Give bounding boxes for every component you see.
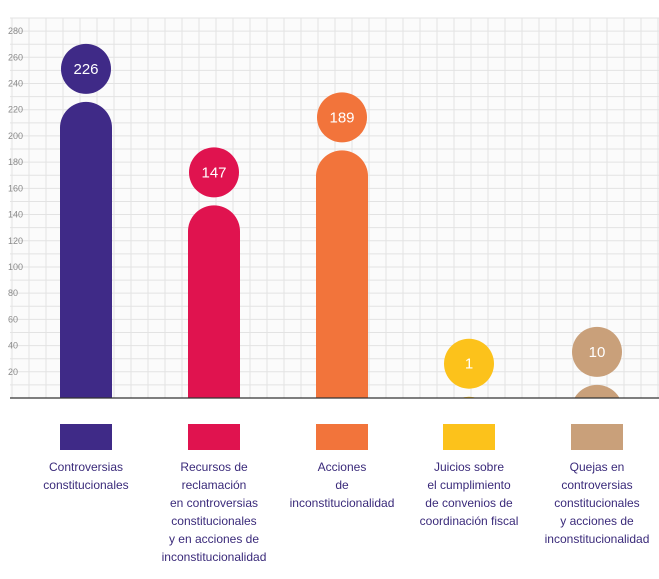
value-bubble: [572, 326, 622, 377]
data-label: 226: [73, 61, 98, 78]
legend-item-quejas: Quejas en controversias constitucionales…: [537, 424, 657, 548]
y-tick-label: 180: [8, 157, 23, 167]
legend-label: Recursos de reclamación en controversias…: [161, 460, 267, 564]
data-label: 147: [201, 164, 226, 181]
y-tick-label: 80: [8, 288, 18, 298]
legend-label: Quejas en controversias constitucionales…: [544, 460, 650, 546]
bar: [188, 205, 240, 398]
data-label: 189: [329, 109, 354, 126]
legend-swatch: [188, 424, 240, 450]
y-tick-label: 120: [8, 236, 23, 246]
bar: [574, 384, 620, 398]
legend-swatch: [60, 424, 112, 450]
legend-swatch: [571, 424, 623, 450]
data-label: 10: [589, 344, 606, 361]
bar: [460, 396, 478, 398]
y-tick-label: 240: [8, 79, 23, 89]
legend-swatch: [316, 424, 368, 450]
y-axis-ticks: 20 40 60 80 100 120 140 160 180 200 220 240 260 280: [8, 26, 23, 377]
y-tick-label: 140: [8, 210, 23, 220]
bar: [60, 101, 112, 398]
bars: 226 147 189 1 10: [60, 43, 622, 398]
y-tick-label: 200: [8, 131, 23, 141]
bar: [316, 150, 368, 398]
y-tick-label: 280: [8, 26, 23, 36]
value-bubble: [189, 147, 239, 198]
legend-item-controversias: Controversias constitucionales: [26, 424, 146, 494]
legend-swatch: [443, 424, 495, 450]
legend-item-juicios: Juicios sobre el cumplimiento de conveni…: [409, 424, 529, 530]
value-bubble: [444, 338, 494, 389]
value-bubble: [317, 92, 367, 143]
y-tick-label: 40: [8, 341, 18, 351]
y-tick-label: 100: [8, 262, 23, 272]
y-tick-label: 260: [8, 52, 23, 62]
legend-item-acciones: Acciones de inconstitucionalidad: [282, 424, 402, 512]
data-label: 1: [465, 356, 473, 373]
y-tick-label: 20: [8, 367, 18, 377]
y-tick-label: 60: [8, 314, 18, 324]
y-tick-label: 160: [8, 183, 23, 193]
y-tick-label: 220: [8, 105, 23, 115]
value-bubble: [61, 43, 111, 94]
bar-chart: 20 40 60 80 100 120 140 160 180 200 220 240 260 280 2…: [8, 17, 659, 399]
legend-label: Juicios sobre el cumplimiento de conveni…: [419, 460, 519, 528]
legend-item-recursos: Recursos de reclamación en controversias…: [154, 424, 274, 566]
legend-label: Acciones de inconstitucionalidad: [289, 460, 395, 510]
legend-label: Controversias constitucionales: [43, 460, 129, 492]
